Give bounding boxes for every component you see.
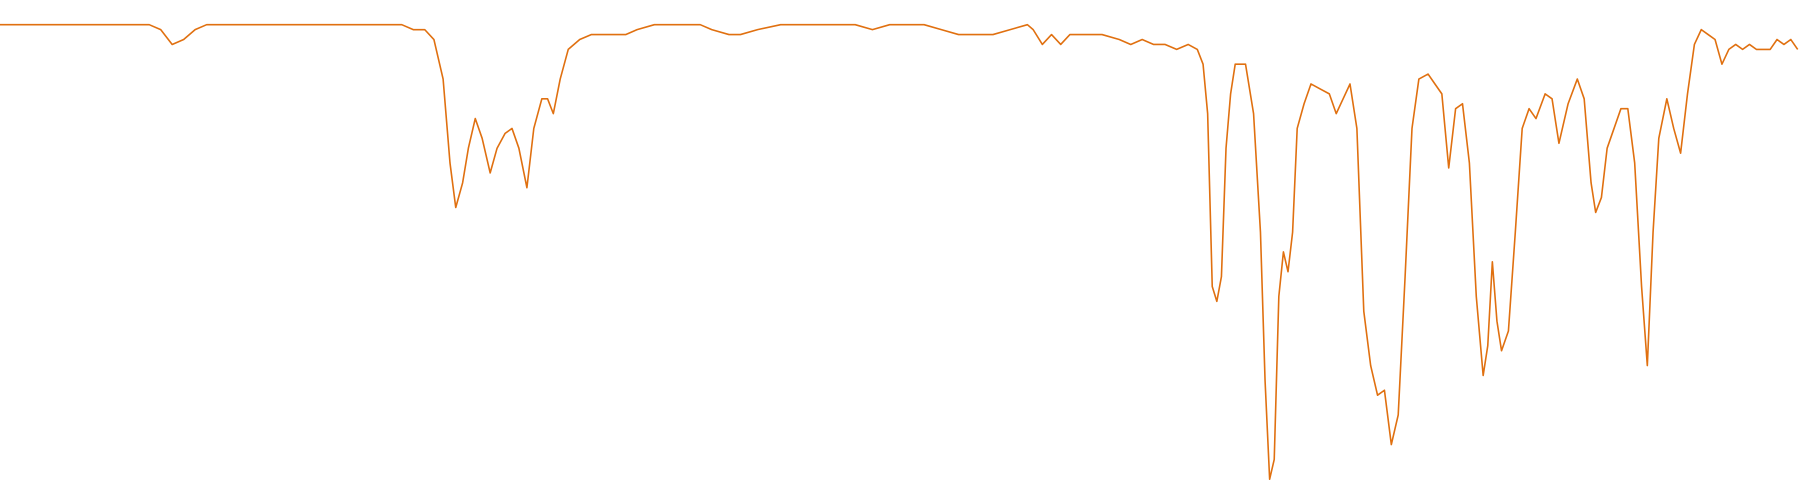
spectrum-line: [0, 23, 1799, 480]
